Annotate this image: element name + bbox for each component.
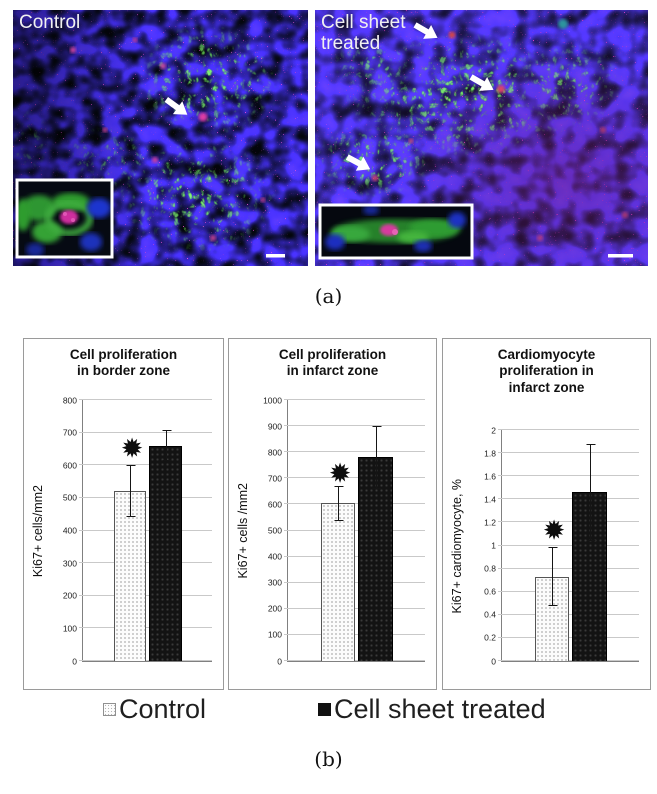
- y-tick-label: 500: [267, 525, 282, 536]
- legend-label-control: Control: [119, 694, 207, 724]
- gridline: [284, 451, 425, 453]
- y-axis-label: Ki67+ cardiomyocyte, %: [450, 478, 464, 614]
- arrow-icon: [469, 74, 494, 91]
- legend-label-treated: Cell sheet treated: [334, 694, 546, 724]
- gridline: [79, 399, 212, 400]
- y-tick-label: 1.6: [484, 470, 496, 481]
- gridline: [498, 544, 639, 546]
- gridline: [498, 567, 639, 569]
- fluorescence-image-treated: [315, 10, 648, 266]
- y-tick-label: 200: [267, 603, 282, 614]
- error-bar: [586, 443, 596, 541]
- gridline: [498, 452, 639, 454]
- caption-a: (a): [314, 284, 343, 308]
- gridline: [284, 399, 425, 400]
- micrograph-label-treated: Cell sheet treated: [321, 12, 406, 55]
- significance-star-icon: ✹: [328, 458, 352, 490]
- y-tick-label: 800: [267, 446, 282, 457]
- plot-area: 800 700 600 500 400 300 200 100 0 ✹: [63, 396, 212, 665]
- gridline: [79, 464, 212, 466]
- chart-title: Cardiomyocyte proliferation in infarct z…: [497, 347, 596, 395]
- fluorescence-image-control: [13, 10, 308, 266]
- y-tick-label: 0.2: [484, 632, 496, 643]
- y-tick-label: 800: [62, 394, 77, 405]
- gridline: [498, 498, 639, 500]
- y-tick-label: 300: [267, 577, 282, 588]
- bar-control: [113, 491, 147, 661]
- caption-b: (b): [314, 747, 343, 771]
- scale-bar: [608, 254, 633, 258]
- bar-treated: [571, 492, 608, 661]
- y-axis-label: Ki67+ cells/mm2: [31, 484, 45, 578]
- micrograph-control: Control: [13, 10, 308, 266]
- gridline: [284, 425, 425, 427]
- legend-swatch-treated-icon: [318, 702, 331, 716]
- scale-bar: [266, 254, 285, 258]
- chart-cardiomyocyte: Cardiomyocyte proliferation in infarct z…: [442, 338, 651, 690]
- y-tick-label: 600: [267, 499, 282, 510]
- y-tick-label: 300: [62, 557, 77, 568]
- y-tick-label: 200: [62, 590, 77, 601]
- y-tick-label: 1000: [263, 394, 282, 405]
- arrow-icon: [345, 154, 371, 171]
- inset-micrograph: [15, 178, 114, 259]
- y-tick-label: 1.2: [484, 517, 496, 528]
- y-tick-label: 500: [62, 492, 77, 503]
- error-bar: [372, 426, 382, 489]
- gridline: [498, 475, 639, 477]
- significance-star-icon: ✹: [542, 515, 566, 546]
- error-bar: [162, 430, 172, 462]
- y-tick-label: 100: [267, 629, 282, 640]
- bar-treated: [148, 445, 183, 661]
- y-tick-label: 0.6: [484, 586, 496, 597]
- inset-micrograph: [318, 203, 474, 260]
- significance-star-icon: ✹: [120, 433, 144, 465]
- micrograph-label-control: Control: [19, 12, 81, 33]
- y-tick-label: 0: [72, 655, 77, 666]
- chart-legend: Control Cell sheet treated: [0, 695, 657, 733]
- gridline: [498, 521, 639, 523]
- y-tick-label: 900: [267, 420, 282, 431]
- chart-border-zone: Cell proliferation in border zone Ki67+ …: [23, 338, 224, 690]
- y-tick-label: 1: [491, 540, 496, 551]
- y-tick-label: 1.8: [484, 447, 496, 458]
- y-tick-label: 0: [277, 655, 282, 666]
- legend-item-control: Control: [103, 695, 206, 723]
- error-bar: [548, 546, 557, 606]
- gridline: [79, 431, 212, 433]
- y-tick-label: 600: [62, 460, 77, 470]
- legend-swatch-control-icon: [103, 702, 116, 716]
- panel-a: Control: [13, 10, 648, 266]
- gridline: [284, 477, 425, 479]
- y-tick-label: 700: [267, 473, 282, 484]
- y-axis-label: Ki67+ cells /mm2: [236, 483, 250, 579]
- error-bar: [334, 486, 343, 522]
- y-tick-label: 0: [491, 655, 496, 666]
- y-tick-label: 2: [491, 424, 496, 435]
- legend-item-treated: Cell sheet treated: [318, 695, 546, 723]
- y-tick-label: 1.4: [484, 494, 496, 505]
- y-tick-label: 0.8: [484, 563, 496, 574]
- chart-infarct-zone: Cell proliferation in infarct zone Ki67+…: [228, 338, 437, 690]
- chart-title: Cell proliferation in infarct zone: [278, 347, 387, 379]
- bar-treated: [357, 457, 394, 661]
- micrograph-treated: Cell sheet treated: [315, 10, 648, 266]
- chart-title: Cell proliferation in border zone: [69, 347, 178, 379]
- arrow-icon: [164, 97, 188, 115]
- y-tick-label: 400: [267, 551, 282, 562]
- error-bar: [126, 465, 136, 518]
- plot-area: 2 1.8 1.6 1.4 1.2 1 0.8 0.6 0.4 0.2 0 ✹: [484, 426, 639, 665]
- y-tick-label: 100: [62, 623, 77, 634]
- y-tick-label: 0.4: [484, 609, 496, 620]
- y-tick-label: 400: [62, 525, 77, 536]
- plot-area: 1000 900 800 700 600 500 400 300 200 100 0 ✹: [263, 396, 425, 665]
- arrow-icon: [413, 22, 438, 39]
- gridline: [498, 429, 639, 430]
- y-tick-label: 700: [62, 427, 77, 438]
- bar-control: [320, 503, 356, 661]
